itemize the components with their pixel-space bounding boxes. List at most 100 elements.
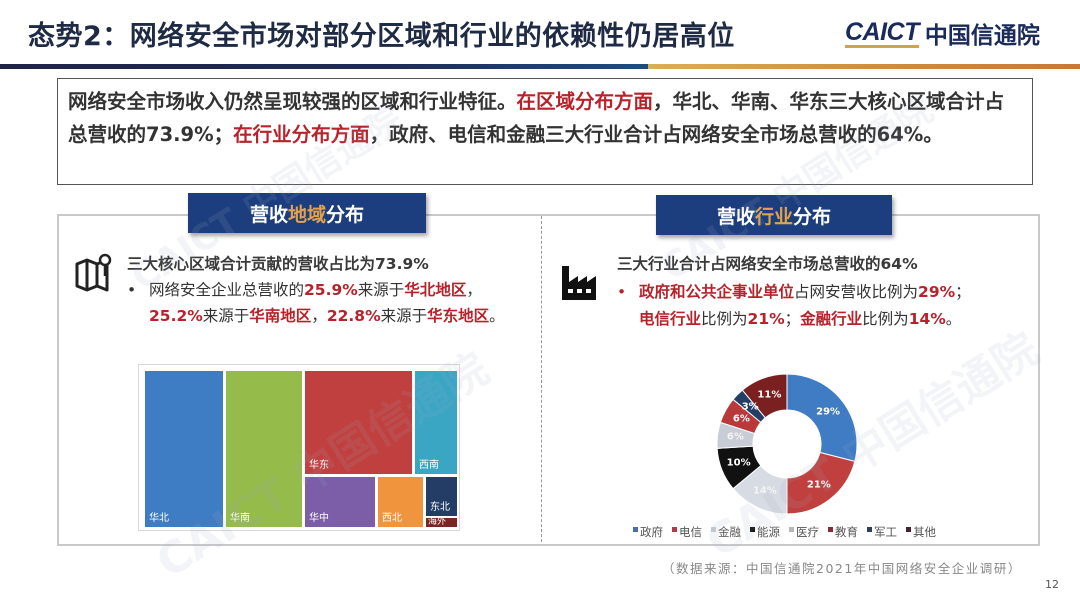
donut-svg xyxy=(716,373,858,515)
text: 比例为 xyxy=(862,310,909,328)
value: 22.8% xyxy=(326,307,381,325)
text: 比例为 xyxy=(701,310,748,328)
text: 占网安营收比例为 xyxy=(794,283,919,301)
value: 21% xyxy=(747,310,785,328)
region-name: 华南地区 xyxy=(249,307,312,325)
value: 14% xyxy=(908,310,946,328)
legend-label: 教育 xyxy=(835,525,858,539)
tag-text: 分布 xyxy=(326,203,365,226)
donut-label: 29% xyxy=(816,406,841,418)
legend-swatch-icon xyxy=(711,527,716,532)
treemap-cell-xinan: 西南 xyxy=(415,371,457,474)
tag-text: 营收 xyxy=(716,205,755,228)
legend-label: 电信 xyxy=(679,525,702,539)
donut-legend: 政府 电信 金融 能源 医疗 教育 军工 其他 xyxy=(633,524,936,540)
tag-highlight: 地域 xyxy=(287,203,326,226)
page-number: 12 xyxy=(1045,578,1059,591)
summary-seg: 网络安全市场收入仍然呈现较强的区域和行业特征。 xyxy=(68,90,517,113)
treemap-cell-huanan: 华南 xyxy=(226,371,302,527)
text: 来源于 xyxy=(202,307,250,325)
content-panel xyxy=(57,214,1040,546)
panel-divider xyxy=(541,216,542,542)
text: 网络安全企业总营收的 xyxy=(149,281,305,299)
page-title: 态势2：网络安全市场对部分区域和行业的依赖性仍居高位 xyxy=(28,21,735,52)
cell-label: 华东 xyxy=(309,460,329,471)
summary-box: 网络安全市场收入仍然呈现较强的区域和行业特征。在区域分布方面，华北、华南、华东三… xyxy=(57,78,1033,185)
industry-bullet-line2: 电信行业比例为21%；金融行业比例为14%。 xyxy=(639,306,961,332)
section-tag-industry: 营收 行业 分布 xyxy=(656,195,892,235)
legend-swatch-icon xyxy=(750,527,755,532)
cell-label: 西南 xyxy=(419,460,439,471)
legend-item: 军工 xyxy=(867,524,897,540)
region-treemap: 华北 华南 华东 华中 西南 西北 东北 海外 xyxy=(138,364,460,531)
legend-label: 能源 xyxy=(757,525,780,539)
industry-subtitle: 三大行业合计占网络安全市场总营收的64% xyxy=(617,255,918,273)
header-rule-navy xyxy=(0,64,648,69)
summary-seg: ，华北、华南、华东三大核心区域合计占总营收的73.9%； xyxy=(68,90,1005,146)
text: ， xyxy=(311,307,327,325)
summary-seg-highlight: 在区域分布方面 xyxy=(516,90,654,113)
region-name: 华东地区 xyxy=(427,307,490,325)
value: 25.2% xyxy=(149,307,203,325)
cell-label: 东北 xyxy=(430,502,450,513)
data-source: （数据来源：中国信通院2021年中国网络安全企业调研） xyxy=(662,561,1022,576)
cell-label: 海外 xyxy=(428,517,447,527)
tag-text: 分布 xyxy=(793,205,832,228)
bullet-dot: • xyxy=(617,283,627,301)
legend-item: 金融 xyxy=(711,524,741,540)
donut-label: 14% xyxy=(752,485,777,497)
legend-label: 其他 xyxy=(913,525,936,539)
text: ； xyxy=(784,310,801,328)
treemap-cell-huadong: 华东 xyxy=(305,371,412,474)
cell-label: 华中 xyxy=(309,513,329,524)
region-bullet-line1: • 网络安全企业总营收的25.9%来源于华北地区， xyxy=(127,277,482,303)
legend-item: 政府 xyxy=(633,524,663,540)
value: 25.9% xyxy=(304,281,358,299)
cell-label: 华南 xyxy=(230,513,250,524)
region-bullet-line2: 25.2%来源于华南地区，22.8%来源于华东地区。 xyxy=(149,303,505,329)
treemap-cell-haiwai: 海外 xyxy=(426,518,457,527)
treemap-cell-dongbei: 东北 xyxy=(426,477,457,516)
cell-label: 华北 xyxy=(149,513,169,524)
donut-label: 21% xyxy=(806,479,831,491)
summary-seg: ，政府、电信和金融三大行业合计占网络安全市场总营收的64%。 xyxy=(369,123,943,146)
donut-label: 11% xyxy=(757,389,782,401)
legend-swatch-icon xyxy=(828,527,833,532)
region-subtitle: 三大核心区域合计贡献的营收占比为73.9% xyxy=(127,255,429,273)
legend-swatch-icon xyxy=(867,527,872,532)
legend-swatch-icon xyxy=(789,527,794,532)
legend-item: 教育 xyxy=(828,524,858,540)
industry-bullet-line1: • 政府和公共企事业单位占网安营收比例为29%； xyxy=(617,279,971,305)
legend-label: 医疗 xyxy=(796,525,819,539)
text: ； xyxy=(955,283,971,301)
treemap-cell-xibei: 西北 xyxy=(378,477,423,527)
value: 29% xyxy=(918,283,956,301)
caict-logo: CAICT 中国信通院 xyxy=(845,16,1040,50)
donut-segment-其他 xyxy=(741,373,788,419)
legend-swatch-icon xyxy=(906,527,911,532)
text: 。 xyxy=(945,310,962,328)
logo-en: CAICT xyxy=(845,17,919,48)
region-name: 华北地区 xyxy=(404,281,467,299)
legend-label: 军工 xyxy=(874,525,897,539)
legend-item: 电信 xyxy=(672,524,702,540)
tag-highlight: 行业 xyxy=(754,205,793,228)
industry-name: 电信行业 xyxy=(639,310,702,328)
legend-label: 政府 xyxy=(640,525,663,539)
text: ， xyxy=(466,281,482,299)
section-tag-region: 营收 地域 分布 xyxy=(188,193,426,233)
treemap-cell-huabei: 华北 xyxy=(145,371,223,527)
summary-seg-highlight: 在行业分布方面 xyxy=(233,123,370,146)
donut-label: 6% xyxy=(732,413,750,425)
legend-label: 金融 xyxy=(718,525,741,539)
treemap-cell-huazhong: 华中 xyxy=(305,477,375,527)
text: 。 xyxy=(489,307,505,325)
logo-cn: 中国信通院 xyxy=(924,23,1040,49)
industry-donut-chart: 29% 21% 14% 10% 6% 6% 3% 11% xyxy=(715,372,859,516)
header-rule-gold xyxy=(648,64,1080,69)
map-pin-icon xyxy=(75,253,112,292)
legend-item: 能源 xyxy=(750,524,780,540)
cell-label: 西北 xyxy=(382,513,402,524)
legend-item: 其他 xyxy=(906,524,936,540)
bullet-dot: • xyxy=(127,281,137,299)
